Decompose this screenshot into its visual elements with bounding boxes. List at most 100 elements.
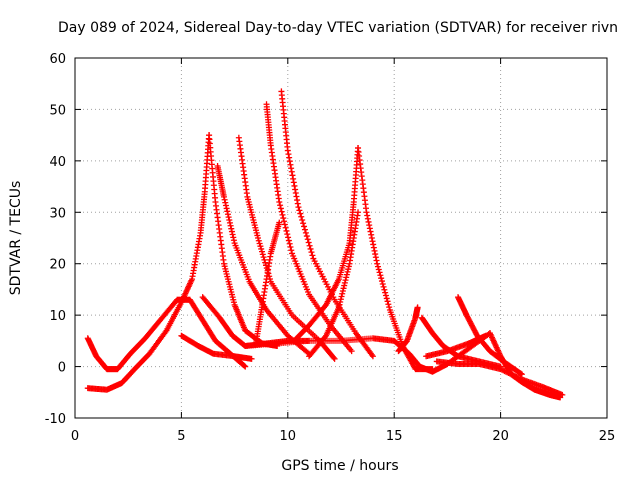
data-point [381, 286, 388, 293]
data-point [386, 304, 393, 311]
data-point [340, 285, 347, 292]
data-point [302, 229, 309, 236]
data-point [338, 293, 345, 300]
data-point [224, 208, 231, 215]
data-point [257, 243, 264, 250]
y-tick-label: 50 [49, 103, 66, 118]
data-point [223, 205, 230, 212]
series-arc-a [84, 132, 213, 393]
data-point [285, 151, 292, 158]
data-point [378, 275, 385, 282]
data-point [370, 244, 377, 251]
data-point [288, 165, 295, 172]
data-point [255, 235, 262, 241]
data-point [370, 241, 377, 248]
data-point [229, 231, 236, 238]
series-arc-j [306, 209, 362, 360]
data-point [276, 219, 283, 226]
data-point [336, 301, 343, 308]
data-point [284, 147, 291, 154]
data-point [301, 226, 308, 233]
data-point [294, 197, 301, 204]
data-point [221, 196, 228, 203]
data-point [307, 245, 314, 252]
data-point [372, 251, 379, 258]
data-point [296, 207, 303, 214]
data-point [255, 237, 262, 244]
data-point [343, 271, 350, 278]
data-point [339, 288, 346, 295]
data-point [285, 237, 292, 244]
data-point [306, 242, 313, 249]
data-point [308, 249, 315, 256]
data-point [373, 257, 380, 264]
data-point [367, 228, 374, 235]
y-tick-label: 0 [58, 361, 66, 376]
data-point [260, 254, 267, 261]
data-point [285, 234, 292, 241]
plot-frame [74, 57, 608, 419]
data-point [226, 217, 233, 223]
data-point [290, 179, 297, 186]
data-point [290, 175, 297, 182]
data-point [366, 222, 373, 229]
x-tick-label: 25 [599, 429, 616, 444]
data-point [248, 355, 255, 362]
data-point [241, 362, 248, 369]
data-point [372, 254, 379, 261]
data-point [382, 292, 389, 299]
data-point [377, 272, 384, 279]
y-tick-label: 20 [49, 258, 66, 273]
data-point [280, 215, 287, 222]
data-point [277, 202, 284, 209]
data-point [344, 268, 351, 275]
data-point [330, 354, 337, 361]
data-point [288, 168, 295, 175]
data-point [256, 240, 263, 247]
data-point [287, 244, 294, 250]
data-point [286, 158, 293, 165]
data-point [294, 200, 301, 207]
data-point [365, 218, 372, 225]
data-point [331, 355, 338, 362]
data-point [281, 218, 288, 225]
data-point [345, 263, 352, 270]
data-point [378, 278, 385, 285]
data-point [291, 182, 298, 189]
x-tick-label: 20 [492, 429, 509, 444]
data-point [348, 348, 355, 355]
data-point [293, 193, 300, 200]
data-point [283, 227, 290, 234]
data-point [299, 217, 306, 223]
data-point [383, 295, 390, 302]
data-point [278, 208, 285, 215]
data-point [230, 237, 237, 244]
data-point [382, 289, 389, 296]
chart-title: Day 089 of 2024, Sidereal Day-to-day VTE… [58, 20, 618, 36]
data-point [277, 205, 284, 212]
data-point [337, 296, 344, 303]
y-axis-label: SDTVAR / TECUs [8, 181, 24, 296]
x-axis-label: GPS time / hours [281, 458, 398, 474]
data-point [341, 282, 348, 289]
data-point [366, 225, 373, 232]
data-point [228, 228, 235, 235]
data-point [341, 279, 348, 286]
data-point [374, 260, 381, 267]
data-point [343, 274, 350, 281]
data-point [375, 266, 382, 273]
data-point [226, 219, 233, 226]
data-point [374, 263, 381, 270]
data-point [379, 280, 386, 287]
data-point [385, 301, 392, 308]
data-point [230, 234, 237, 241]
data-point [363, 209, 370, 216]
data-point [369, 353, 376, 360]
data-point [224, 211, 231, 218]
y-tick-label: -10 [45, 412, 66, 427]
data-point [222, 202, 229, 209]
data-point [371, 247, 378, 254]
data-point [376, 269, 383, 276]
data-point [368, 231, 375, 238]
series-arc-t [486, 330, 564, 401]
